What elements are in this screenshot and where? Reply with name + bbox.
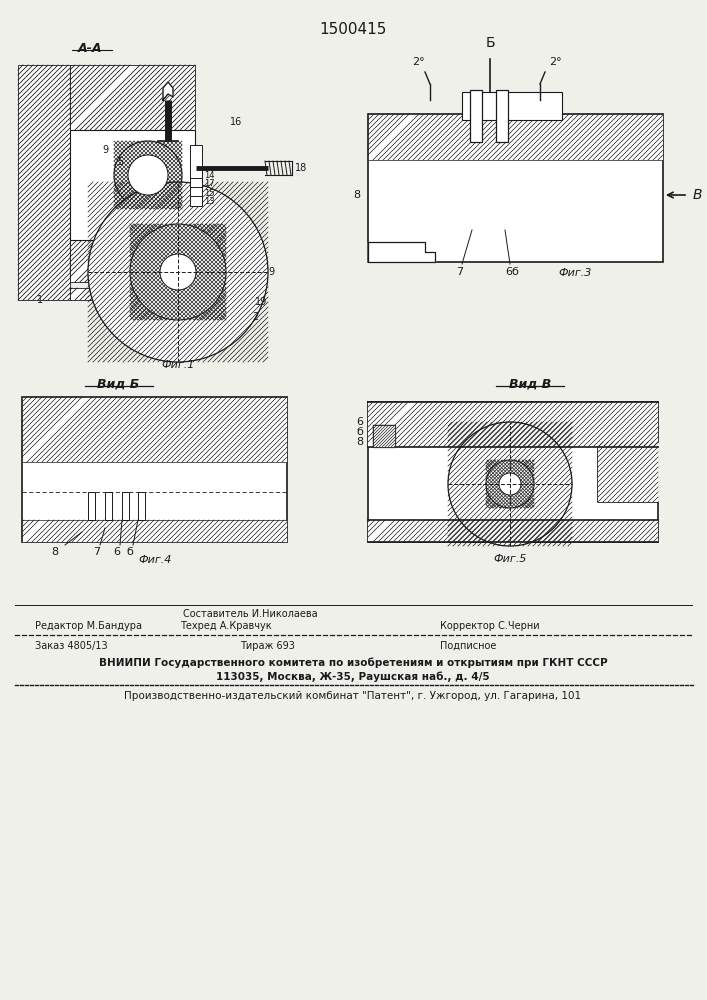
Text: Производственно-издательский комбинат "Патент", г. Ужгород, ул. Гагарина, 101: Производственно-издательский комбинат "П…: [124, 691, 582, 701]
Circle shape: [499, 473, 521, 495]
Text: 1500415: 1500415: [320, 22, 387, 37]
Circle shape: [114, 141, 182, 209]
Text: 17: 17: [204, 180, 215, 188]
Bar: [368, 402, 658, 447]
Bar: [190, 187, 202, 197]
Bar: [114, 141, 182, 209]
Text: 7: 7: [93, 547, 100, 557]
Bar: [88, 492, 95, 520]
Circle shape: [130, 224, 226, 320]
Text: Техред А.Кравчук: Техред А.Кравчук: [180, 621, 271, 631]
Text: Тираж 693: Тираж 693: [240, 641, 295, 651]
Text: 6б: 6б: [505, 267, 519, 277]
Bar: [18, 65, 70, 300]
Bar: [486, 460, 534, 508]
Text: ВНИИПИ Государственного комитета по изобретениям и открытиям при ГКНТ СССР: ВНИИПИ Государственного комитета по изоб…: [99, 657, 607, 668]
Text: Редактор М.Бандура: Редактор М.Бандура: [35, 621, 142, 631]
Text: Корректор С.Черни: Корректор С.Черни: [440, 621, 539, 631]
Text: Фиг.1: Фиг.1: [161, 360, 194, 370]
Circle shape: [128, 155, 168, 195]
Circle shape: [448, 422, 572, 546]
Circle shape: [486, 460, 534, 508]
Text: Фиг.4: Фиг.4: [139, 555, 172, 565]
Polygon shape: [368, 242, 435, 262]
Text: 2°: 2°: [411, 57, 424, 67]
Text: Фиг.5: Фиг.5: [493, 554, 527, 564]
Text: А-А: А-А: [78, 42, 103, 55]
Text: 7: 7: [457, 267, 464, 277]
Text: 6: 6: [114, 547, 120, 557]
Text: 9: 9: [102, 145, 108, 155]
Bar: [368, 114, 663, 262]
Bar: [486, 460, 534, 508]
Text: 16: 16: [230, 117, 243, 127]
Text: 15: 15: [204, 188, 214, 198]
Text: 2°: 2°: [549, 57, 561, 67]
Text: 2: 2: [252, 312, 258, 322]
Bar: [598, 442, 658, 502]
Bar: [122, 492, 129, 520]
Bar: [373, 425, 395, 447]
Text: б: б: [356, 427, 363, 437]
Bar: [70, 130, 195, 240]
Circle shape: [160, 254, 196, 290]
Bar: [368, 520, 658, 542]
Text: 8: 8: [52, 547, 59, 557]
Text: б: б: [127, 547, 134, 557]
Text: 19: 19: [255, 297, 267, 307]
Bar: [70, 240, 195, 282]
Text: 14: 14: [204, 170, 214, 180]
Bar: [138, 492, 145, 520]
Bar: [22, 520, 287, 542]
Polygon shape: [368, 402, 658, 542]
Bar: [190, 196, 202, 206]
Bar: [88, 182, 268, 362]
Text: Вид Б: Вид Б: [97, 378, 139, 391]
Bar: [373, 425, 395, 447]
Circle shape: [88, 182, 268, 362]
Text: 113035, Москва, Ж-35, Раушская наб., д. 4/5: 113035, Москва, Ж-35, Раушская наб., д. …: [216, 671, 490, 682]
Text: Б: Б: [485, 36, 495, 50]
Bar: [368, 114, 663, 160]
Text: Заказ 4805/13: Заказ 4805/13: [35, 641, 107, 651]
Text: Фиг.3: Фиг.3: [559, 268, 592, 278]
Bar: [130, 224, 226, 320]
Text: 8: 8: [356, 437, 363, 447]
Text: 5: 5: [117, 157, 123, 167]
Bar: [70, 288, 195, 300]
Bar: [462, 92, 562, 120]
Bar: [114, 141, 182, 209]
Text: 1: 1: [37, 295, 43, 305]
Text: 18: 18: [295, 163, 308, 173]
Text: 9: 9: [268, 267, 274, 277]
Bar: [70, 65, 195, 130]
Bar: [130, 224, 226, 320]
Text: Составитель И.Николаева: Составитель И.Николаева: [182, 609, 317, 619]
Bar: [470, 90, 482, 142]
Text: 6: 6: [356, 417, 363, 427]
Bar: [22, 397, 287, 462]
Polygon shape: [163, 82, 173, 100]
Bar: [448, 422, 572, 546]
Bar: [190, 178, 202, 188]
Text: 8: 8: [353, 190, 360, 200]
Text: Вид В: Вид В: [509, 378, 551, 391]
Text: В: В: [693, 188, 703, 202]
Text: 13: 13: [204, 198, 215, 207]
Bar: [496, 90, 508, 142]
Bar: [22, 397, 287, 542]
Bar: [190, 145, 202, 180]
Bar: [105, 492, 112, 520]
Text: Подписное: Подписное: [440, 641, 496, 651]
